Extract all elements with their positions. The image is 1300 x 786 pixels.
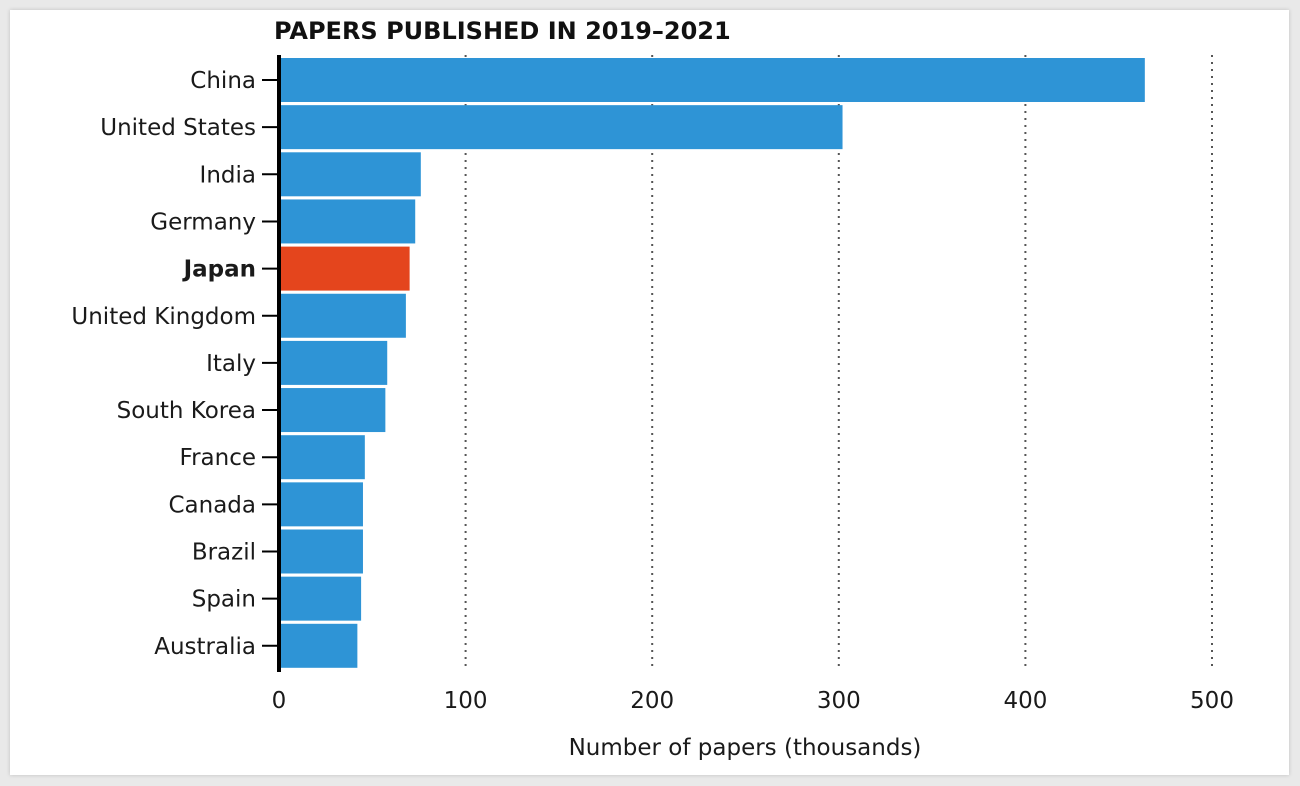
bar [279,58,1145,102]
bar [279,529,363,574]
y-tick-label: Germany [150,209,256,235]
bar [279,340,388,385]
x-axis-title: Number of papers (thousands) [569,735,922,761]
chart-title: PAPERS PUBLISHED IN 2019–2021 [274,17,731,45]
bar-highlight [279,246,410,291]
y-tick-label: United Kingdom [71,304,256,330]
bars [279,58,1145,668]
y-tick-label: Spain [192,587,256,613]
y-tick-label: South Korea [117,398,256,424]
bar [279,199,416,244]
bar-chart: PAPERS PUBLISHED IN 2019–2021 China Unite… [71,17,1234,761]
bar [279,152,421,197]
bar [279,293,406,338]
chart-card: PAPERS PUBLISHED IN 2019–2021 China Unite… [10,10,1289,775]
y-tick-label: United States [100,115,256,141]
y-axis [262,55,281,672]
x-tick-label: 200 [630,688,674,714]
bar [279,388,386,433]
y-tick-label: Italy [206,351,256,377]
x-tick-label: 500 [1190,688,1234,714]
y-tick-label: Japan [182,257,256,283]
y-tick-label: Brazil [192,540,256,566]
bar [279,482,363,527]
bar [279,623,358,668]
y-tick-label: China [190,68,256,94]
x-tick-label: 0 [272,688,287,714]
x-tick-label: 300 [817,688,861,714]
x-tick-label: 100 [444,688,488,714]
x-tick-label: 400 [1003,688,1047,714]
bar [279,105,843,150]
y-tick-label: France [180,445,256,471]
bar [279,435,365,480]
y-tick-label: Australia [154,634,256,660]
bar [279,576,362,621]
y-tick-label: India [200,162,256,188]
x-axis-labels: 0 100 200 300 400 500 [272,688,1234,714]
y-axis-labels: China United States India Germany Japan Unite… [71,68,256,660]
grid-lines [464,55,1213,670]
y-tick-label: Canada [168,492,256,518]
